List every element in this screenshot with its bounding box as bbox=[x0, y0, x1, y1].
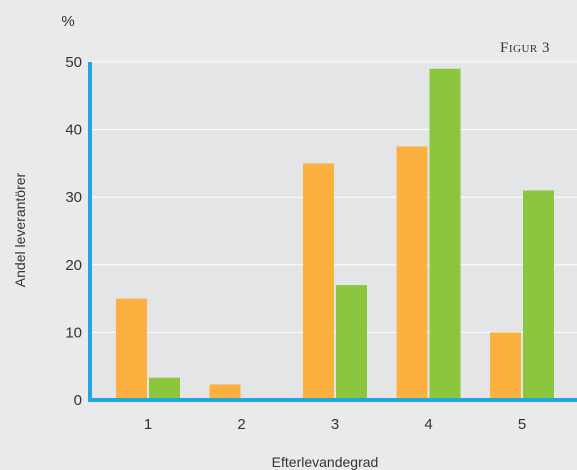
y-unit-label: % bbox=[61, 13, 74, 30]
y-tick-label: 20 bbox=[65, 257, 82, 274]
bar bbox=[396, 146, 428, 400]
x-axis-title: Efterlevandegrad bbox=[272, 454, 379, 470]
axes bbox=[88, 62, 577, 402]
y-tick-label: 0 bbox=[74, 392, 82, 409]
bar bbox=[209, 384, 241, 400]
bar bbox=[523, 190, 554, 400]
y-tick-labels: 0 10 20 30 40 50 bbox=[65, 54, 82, 409]
figure-label: Figur 3 bbox=[500, 40, 550, 56]
bar bbox=[336, 285, 367, 400]
y-axis-title: Andel leverantörer bbox=[12, 172, 28, 287]
x-tick-labels: 1 2 3 4 5 bbox=[144, 416, 526, 433]
y-tick-label: 10 bbox=[65, 324, 82, 341]
bar bbox=[429, 68, 461, 400]
bar bbox=[490, 332, 521, 400]
x-tick-label: 2 bbox=[237, 416, 245, 433]
bar bbox=[116, 298, 147, 400]
x-tick-label: 5 bbox=[518, 416, 526, 433]
y-tick-label: 30 bbox=[65, 189, 82, 206]
y-tick-label: 40 bbox=[65, 122, 82, 139]
bars bbox=[116, 68, 554, 400]
x-tick-label: 1 bbox=[144, 416, 152, 433]
x-tick-label: 4 bbox=[424, 416, 432, 433]
bar bbox=[303, 163, 334, 400]
y-tick-label: 50 bbox=[65, 54, 82, 71]
bar bbox=[149, 377, 180, 400]
x-tick-label: 3 bbox=[331, 416, 339, 433]
